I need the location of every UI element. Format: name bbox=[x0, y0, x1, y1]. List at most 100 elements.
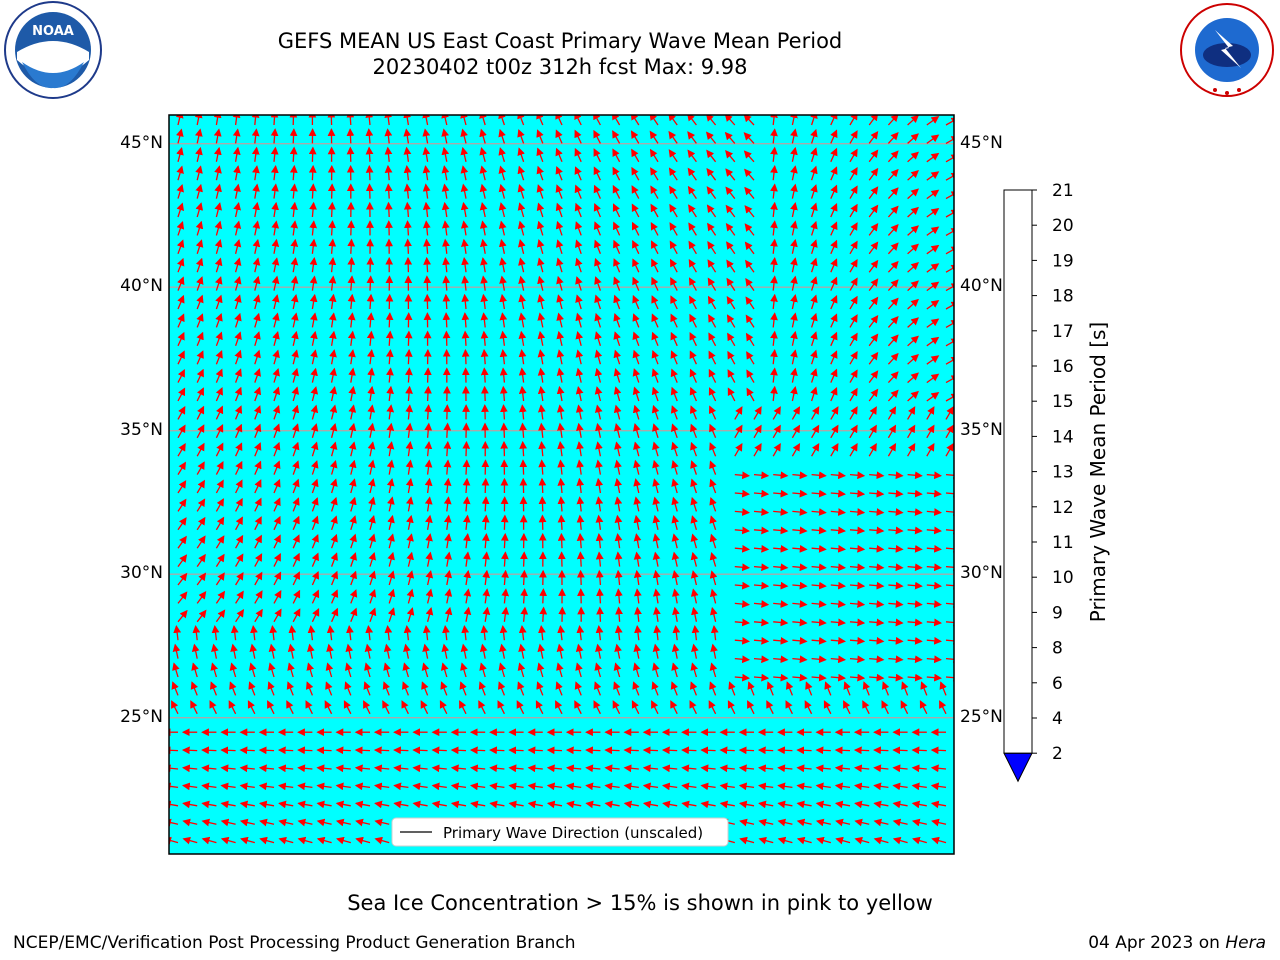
wave-arrow bbox=[790, 146, 798, 162]
wave-arrow bbox=[792, 489, 808, 498]
wave-arrow bbox=[386, 385, 394, 402]
wave-arrow bbox=[690, 441, 698, 457]
wave-arrow bbox=[623, 746, 639, 755]
colorbar-frame bbox=[1003, 189, 1033, 754]
wave-arrow bbox=[196, 313, 204, 328]
wave-arrow bbox=[215, 349, 223, 365]
wave-arrow bbox=[830, 508, 846, 516]
footer-machine: Hera bbox=[1225, 933, 1266, 953]
wave-arrow bbox=[689, 295, 697, 310]
wave-arrow bbox=[612, 184, 621, 199]
wave-arrow bbox=[423, 238, 431, 254]
wave-arrow bbox=[479, 220, 488, 236]
wave-arrow bbox=[292, 460, 300, 475]
wave-arrow bbox=[727, 387, 736, 402]
wave-arrow bbox=[594, 276, 602, 291]
axis-tick-label: 40°N bbox=[120, 276, 163, 297]
wave-arrow bbox=[253, 331, 261, 346]
wave-arrow bbox=[498, 115, 506, 126]
wave-arrow bbox=[480, 275, 488, 291]
wave-arrow bbox=[520, 551, 528, 567]
wave-arrow bbox=[311, 497, 319, 512]
wave-arrow bbox=[668, 149, 678, 163]
wave-arrow bbox=[595, 496, 604, 512]
colorbar-tick-label: 16 bbox=[1052, 357, 1074, 377]
wave-arrow bbox=[631, 221, 640, 236]
footer-date-value: 04 Apr 2023 bbox=[1088, 933, 1194, 953]
wave-arrow bbox=[670, 405, 679, 420]
wave-arrow bbox=[810, 386, 818, 402]
wave-arrow bbox=[810, 128, 818, 144]
wave-arrow bbox=[811, 424, 820, 439]
wave-arrow bbox=[651, 295, 659, 310]
wave-arrow bbox=[386, 404, 395, 420]
colorbar-tick-label: 12 bbox=[1052, 498, 1074, 518]
wave-arrow bbox=[518, 330, 527, 346]
wave-arrow bbox=[329, 441, 338, 457]
wave-arrow bbox=[575, 331, 584, 346]
wave-arrow bbox=[461, 257, 469, 273]
wave-arrow bbox=[681, 746, 697, 755]
colorbar-tick-label: 6 bbox=[1052, 674, 1063, 694]
wave-arrow bbox=[849, 240, 858, 255]
wave-arrow bbox=[725, 186, 736, 199]
wave-arrow bbox=[517, 238, 526, 254]
wave-arrow bbox=[773, 489, 789, 498]
wave-arrow bbox=[945, 471, 954, 480]
wave-arrow bbox=[346, 128, 355, 144]
wave-arrow bbox=[706, 186, 717, 199]
wave-arrow bbox=[196, 331, 204, 347]
wave-arrow bbox=[689, 368, 697, 383]
wave-arrow bbox=[366, 256, 375, 273]
wave-arrow bbox=[405, 441, 414, 457]
wave-arrow bbox=[196, 498, 206, 512]
wave-arrow bbox=[868, 333, 879, 347]
wave-arrow bbox=[403, 183, 412, 199]
wave-arrow bbox=[593, 203, 601, 218]
axis-tick-label: 45°N bbox=[120, 132, 163, 153]
wave-arrow bbox=[849, 406, 858, 420]
wave-arrow bbox=[311, 460, 319, 475]
wave-arrow bbox=[926, 263, 940, 273]
wave-arrow bbox=[926, 392, 940, 402]
wave-arrow bbox=[347, 238, 356, 254]
wave-arrow bbox=[277, 746, 294, 755]
wave-arrow bbox=[480, 293, 489, 310]
wave-arrow bbox=[214, 183, 222, 199]
wave-arrow bbox=[367, 349, 375, 365]
wave-arrow bbox=[292, 497, 300, 512]
wave-arrow bbox=[688, 204, 697, 218]
wave-arrow bbox=[271, 220, 280, 236]
wave-arrow bbox=[849, 185, 858, 199]
wave-arrow bbox=[518, 312, 527, 328]
wave-arrow bbox=[309, 293, 318, 310]
wave-arrow bbox=[349, 496, 357, 512]
wave-arrow bbox=[849, 471, 866, 480]
wave-arrow bbox=[690, 496, 698, 512]
wave-arrow bbox=[926, 152, 940, 163]
axis-tick-label: 35°N bbox=[120, 419, 163, 440]
wave-arrow bbox=[215, 442, 224, 457]
wave-arrow bbox=[790, 238, 798, 254]
wave-arrow bbox=[424, 496, 433, 512]
wave-arrow bbox=[290, 201, 298, 218]
wave-arrow bbox=[176, 183, 184, 199]
wave-arrow bbox=[734, 442, 743, 457]
wave-arrow bbox=[790, 349, 798, 365]
wave-arrow bbox=[384, 128, 393, 144]
wave-arrow bbox=[700, 746, 716, 755]
axis-tick-label: 25°N bbox=[120, 706, 163, 727]
wave-arrow bbox=[328, 330, 337, 346]
wave-arrow bbox=[613, 239, 621, 255]
wave-arrow bbox=[849, 258, 858, 273]
wave-arrow bbox=[309, 275, 318, 291]
wave-arrow bbox=[887, 150, 899, 163]
wave-arrow bbox=[790, 330, 798, 346]
wave-arrow bbox=[367, 367, 375, 383]
wave-arrow bbox=[633, 459, 641, 475]
wave-arrow bbox=[907, 170, 919, 181]
wave-arrow bbox=[945, 393, 954, 402]
wave-arrow bbox=[830, 184, 838, 199]
wave-arrow bbox=[195, 146, 203, 162]
wave-arrow bbox=[196, 442, 205, 457]
